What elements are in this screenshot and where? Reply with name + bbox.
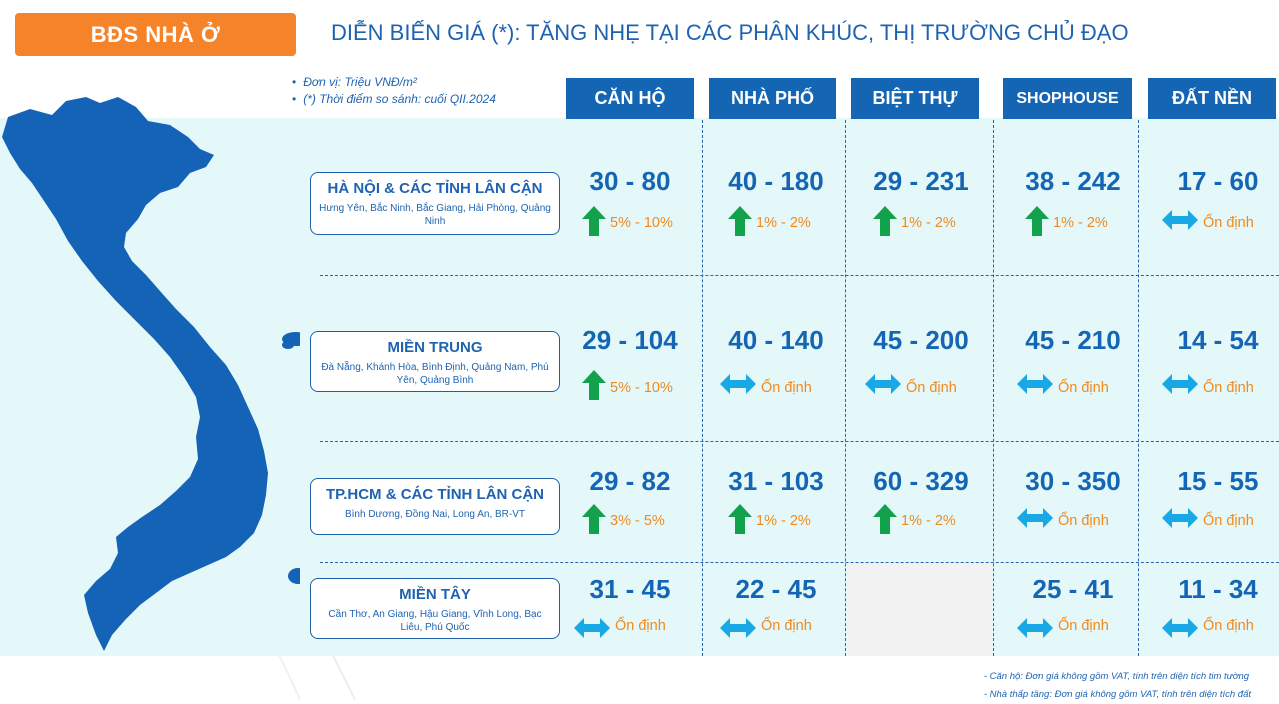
double-arrow-icon	[865, 374, 901, 394]
empty-cell	[848, 563, 992, 656]
price-change-villa: 1% - 2%	[901, 513, 956, 529]
price-range-apartment: 29 - 104	[582, 325, 678, 355]
price-change-apartment: 5% - 10%	[610, 380, 673, 396]
notes: Đơn vị: Triệu VNĐ/m² (*) Thời điểm so sá…	[292, 74, 496, 108]
region-name: HÀ NỘI & CÁC TỈNH LÂN CẬN	[327, 180, 543, 197]
double-arrow-icon	[720, 374, 756, 394]
price-change-shophouse: 1% - 2%	[1053, 215, 1108, 231]
page-title: DIỄN BIẾN GIÁ (*): TĂNG NHẸ TẠI CÁC PHÂN…	[331, 20, 1129, 45]
footnote-apartment: Căn hộ: Đơn giá không gồm VAT, tính trên…	[984, 668, 1251, 686]
up-arrow-icon	[1025, 206, 1049, 236]
price-range-townhouse: 22 - 45	[735, 574, 817, 604]
price-change-shophouse: Ổn định	[1058, 380, 1109, 396]
up-arrow-icon	[582, 206, 606, 236]
row-divider	[320, 562, 1279, 563]
section-badge: BĐS NHÀ Ở	[15, 13, 296, 56]
up-arrow-icon	[582, 504, 606, 534]
price-change-apartment: Ổn định	[615, 618, 666, 634]
price-change-apartment: 5% - 10%	[610, 215, 673, 231]
column-divider	[702, 120, 703, 656]
price-range-land: 15 - 55	[1177, 466, 1259, 496]
price-range-townhouse: 40 - 180	[728, 166, 824, 196]
price-change-land: Ổn định	[1203, 513, 1254, 529]
price-range-shophouse: 30 - 350	[1025, 466, 1121, 496]
price-change-townhouse: 1% - 2%	[756, 513, 811, 529]
column-divider	[1138, 120, 1139, 656]
price-change-shophouse: Ổn định	[1058, 618, 1109, 634]
price-change-apartment: 3% - 5%	[610, 513, 665, 529]
region-label-hanoi: HÀ NỘI & CÁC TỈNH LÂN CẬN Hưng Yên, Bắc …	[310, 172, 560, 235]
region-label-central: MIỀN TRUNG Đà Nẵng, Khánh Hòa, Bình Định…	[310, 331, 560, 392]
segment-header-townhouse: NHÀ PHỐ	[709, 78, 836, 119]
price-range-shophouse: 38 - 242	[1025, 166, 1121, 196]
segment-header-land: ĐẤT NỀN	[1148, 78, 1276, 119]
row-divider	[320, 441, 1279, 442]
price-range-townhouse: 31 - 103	[728, 466, 824, 496]
double-arrow-icon	[720, 618, 756, 638]
region-provinces: Cần Thơ, An Giang, Hậu Giang, Vĩnh Long,…	[328, 609, 542, 633]
up-arrow-icon	[728, 206, 752, 236]
vietnam-map-icon	[2, 97, 300, 651]
price-change-townhouse: Ổn định	[761, 618, 812, 634]
double-arrow-icon	[1162, 210, 1198, 230]
double-arrow-icon	[1017, 508, 1053, 528]
price-range-villa: 29 - 231	[873, 166, 969, 196]
double-arrow-icon	[1017, 374, 1053, 394]
price-range-land: 11 - 34	[1178, 574, 1258, 604]
unit-note: Đơn vị: Triệu VNĐ/m²	[292, 74, 496, 91]
column-divider	[993, 120, 994, 656]
column-divider	[845, 120, 846, 656]
up-arrow-icon	[582, 370, 606, 400]
segment-header-apartment: CĂN HỘ	[566, 78, 694, 119]
price-change-land: Ổn định	[1203, 618, 1254, 634]
price-range-townhouse: 40 - 140	[728, 325, 824, 355]
double-arrow-icon	[1162, 618, 1198, 638]
up-arrow-icon	[873, 206, 897, 236]
price-range-land: 17 - 60	[1177, 166, 1259, 196]
price-change-villa: 1% - 2%	[901, 215, 956, 231]
segment-header-shophouse: SHOPHOUSE	[1003, 78, 1132, 119]
double-arrow-icon	[1162, 374, 1198, 394]
region-label-mekong: MIỀN TÂY Cần Thơ, An Giang, Hậu Giang, V…	[310, 578, 560, 639]
price-change-shophouse: Ổn định	[1058, 513, 1109, 529]
row-divider	[320, 275, 1279, 276]
region-name: MIỀN TRUNG	[387, 339, 483, 356]
region-provinces: Bình Dương, Đồng Nai, Long An, BR-VT	[344, 509, 525, 520]
price-change-land: Ổn định	[1203, 215, 1254, 231]
up-arrow-icon	[728, 504, 752, 534]
footnote-lowrise: Nhà thấp tầng: Đơn giá không gồm VAT, tí…	[984, 686, 1251, 704]
price-change-townhouse: 1% - 2%	[756, 215, 811, 231]
segment-header-villa: BIỆT THỰ	[851, 78, 979, 119]
price-range-apartment: 31 - 45	[589, 574, 671, 604]
comparison-note: (*) Thời điểm so sánh: cuối QII.2024	[292, 91, 496, 108]
price-change-townhouse: Ổn định	[761, 380, 812, 396]
price-range-villa: 60 - 329	[873, 466, 969, 496]
region-label-hcmc: TP.HCM & CÁC TỈNH LÂN CẬN Bình Dương, Đồ…	[310, 478, 560, 535]
double-arrow-icon	[574, 618, 610, 638]
region-name: TP.HCM & CÁC TỈNH LÂN CẬN	[325, 486, 545, 503]
price-range-apartment: 29 - 82	[589, 466, 671, 496]
price-range-shophouse: 45 - 210	[1025, 325, 1121, 355]
footnotes: Căn hộ: Đơn giá không gồm VAT, tính trên…	[984, 668, 1251, 704]
region-name: MIỀN TÂY	[399, 586, 471, 603]
up-arrow-icon	[873, 504, 897, 534]
price-range-villa: 45 - 200	[873, 325, 969, 355]
price-range-shophouse: 25 - 41	[1032, 574, 1114, 604]
double-arrow-icon	[1162, 508, 1198, 528]
price-change-villa: Ổn định	[906, 380, 957, 396]
region-provinces: Hưng Yên, Bắc Ninh, Bắc Giang, Hải Phòng…	[319, 203, 551, 227]
region-provinces: Đà Nẵng, Khánh Hòa, Bình Định, Quảng Nam…	[321, 362, 549, 386]
price-change-land: Ổn định	[1203, 380, 1254, 396]
price-range-land: 14 - 54	[1177, 325, 1259, 355]
price-range-apartment: 30 - 80	[589, 166, 671, 196]
double-arrow-icon	[1017, 618, 1053, 638]
